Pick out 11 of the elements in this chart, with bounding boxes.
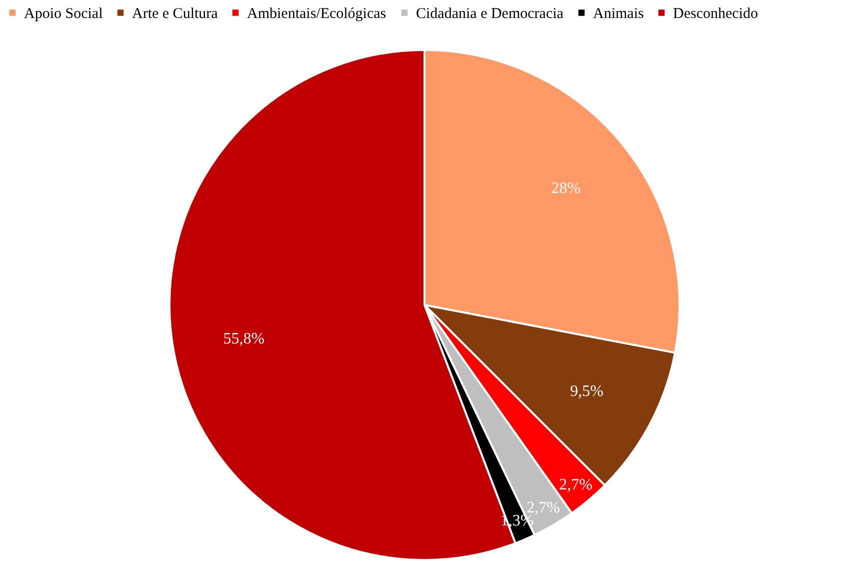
- legend-label: Cidadania e Democracia: [416, 6, 564, 22]
- legend-label: Ambientais/Ecológicas: [247, 6, 386, 22]
- data-label: 2,7%: [526, 499, 560, 516]
- legend-label: Apoio Social: [24, 6, 103, 22]
- data-label: 9,5%: [570, 382, 604, 400]
- legend-label: Animais: [593, 6, 644, 22]
- data-label: 28%: [551, 180, 581, 197]
- legend-label: Arte e Cultura: [132, 6, 218, 22]
- legend-label: Desconhecido: [673, 6, 758, 22]
- data-label: 2,7%: [559, 476, 592, 494]
- data-label: 55,8%: [223, 330, 265, 348]
